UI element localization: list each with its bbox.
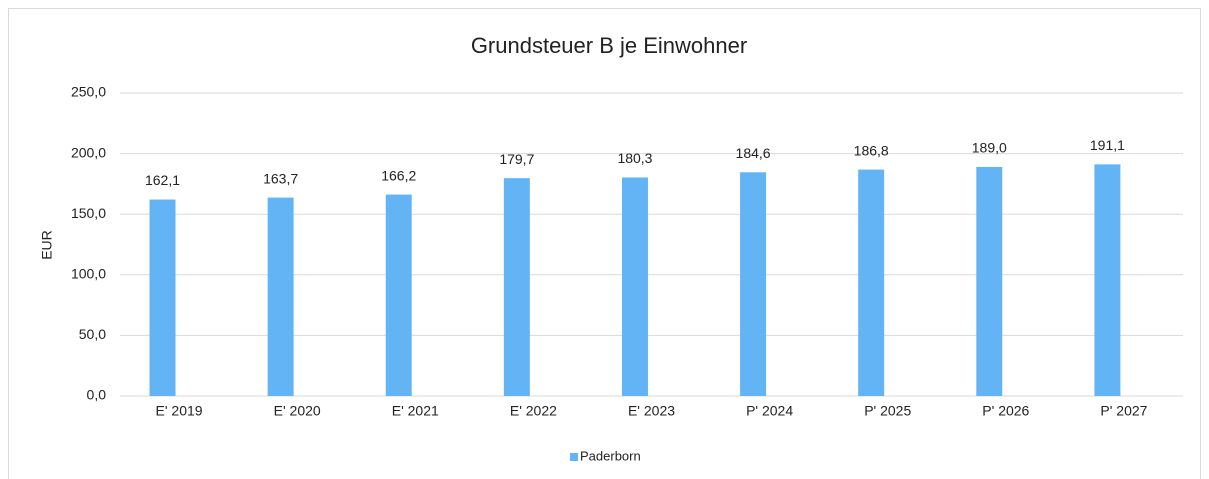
data-label: 166,2 <box>381 167 416 183</box>
y-axis-label: EUR <box>39 230 55 260</box>
bar <box>503 178 530 396</box>
x-tick-label: E' 2023 <box>628 403 675 419</box>
x-tick-label: P' 2026 <box>982 403 1029 419</box>
y-tick-label: 50,0 <box>79 326 106 342</box>
data-label: 180,3 <box>617 150 652 166</box>
chart-title: Grundsteuer B je Einwohner <box>471 33 747 58</box>
bar <box>740 172 767 396</box>
data-label: 186,8 <box>854 142 889 158</box>
y-tick-label: 150,0 <box>71 205 106 221</box>
bar <box>385 194 412 396</box>
bar <box>267 197 294 396</box>
data-label: 179,7 <box>499 151 534 167</box>
legend-label: Paderborn <box>580 448 641 463</box>
bar <box>1094 164 1121 396</box>
x-tick-label: E' 2022 <box>510 403 557 419</box>
y-tick-label: 200,0 <box>71 144 106 160</box>
y-tick-label: 100,0 <box>71 266 106 282</box>
y-tick-label: 0,0 <box>87 387 107 403</box>
x-tick-label: E' 2020 <box>274 403 321 419</box>
data-label: 191,1 <box>1090 137 1125 153</box>
bar <box>976 166 1003 396</box>
bar <box>858 169 885 396</box>
x-tick-label: P' 2025 <box>864 403 911 419</box>
y-tick-label: 250,0 <box>71 84 106 100</box>
data-label: 189,0 <box>972 140 1007 156</box>
x-tick-label: P' 2027 <box>1100 403 1147 419</box>
bar <box>149 199 176 396</box>
data-label: 162,1 <box>145 172 180 188</box>
x-tick-label: E' 2021 <box>392 403 439 419</box>
x-tick-label: P' 2024 <box>746 403 793 419</box>
legend-swatch <box>570 453 578 461</box>
data-label: 163,7 <box>263 170 298 186</box>
x-tick-label: E' 2019 <box>156 403 203 419</box>
data-label: 184,6 <box>736 145 771 161</box>
bar <box>621 177 648 396</box>
